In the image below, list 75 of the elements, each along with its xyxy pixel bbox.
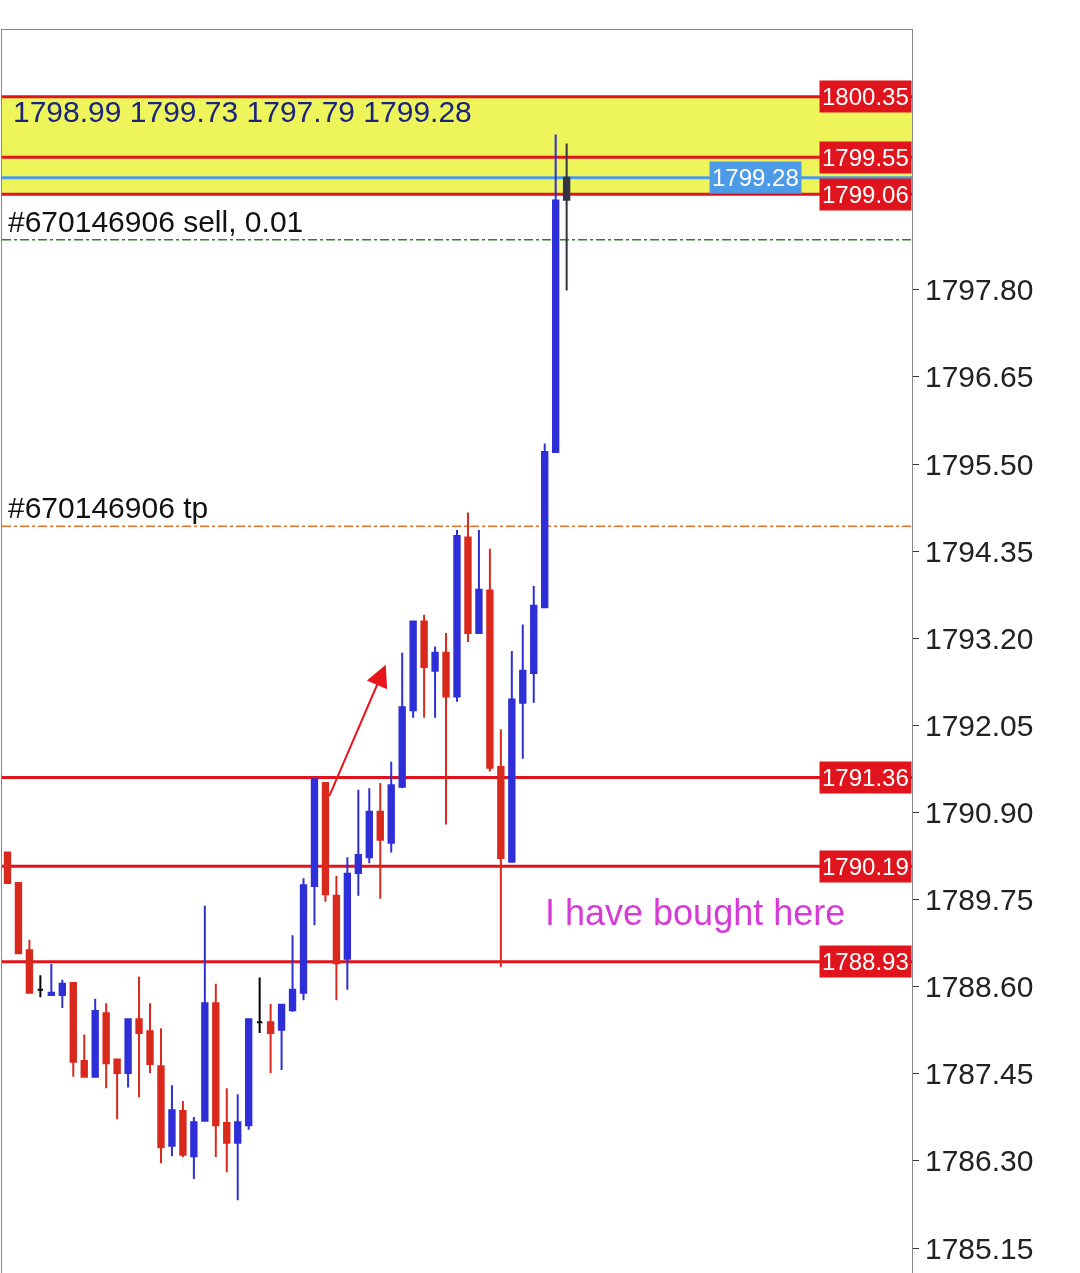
candlestick: [58, 978, 66, 1009]
y-tick-label: 1789.75: [925, 883, 1034, 917]
candlestick: [551, 133, 560, 453]
candlestick: [80, 1033, 88, 1078]
candlestick: [266, 1003, 275, 1075]
ref-line-label: 1788.93: [822, 948, 909, 975]
candlestick: [113, 1058, 121, 1121]
ref-line-label: 1799.06: [822, 181, 909, 208]
candlestick: [212, 982, 220, 1159]
candlestick: [157, 1027, 165, 1165]
candlestick: [234, 1093, 242, 1202]
candlestick: [299, 877, 308, 1002]
candlestick: [332, 875, 341, 1002]
candlestick: [14, 881, 23, 955]
candlestick: [530, 584, 538, 704]
candlestick: [321, 781, 330, 903]
candlestick: [277, 1003, 286, 1071]
candlestick: [36, 974, 45, 999]
y-tick-label: 1794.35: [925, 534, 1034, 568]
candlestick: [519, 623, 527, 760]
candlestick: [365, 787, 373, 865]
ref-line-label: 1799.28: [712, 164, 799, 191]
y-tick-label: 1797.80: [925, 273, 1034, 307]
candlestick: [453, 528, 461, 703]
candlestick: [310, 778, 319, 927]
y-tick-label: 1795.50: [925, 447, 1034, 481]
candlestick: [135, 975, 143, 1099]
ref-line-label: #670146906 tp: [8, 491, 209, 524]
candlestick: [124, 1018, 132, 1089]
candlestick: [343, 856, 352, 991]
candlestick: [69, 981, 77, 1078]
ref-line-label: 1791.36: [822, 764, 909, 791]
candlestick: [168, 1084, 176, 1158]
candlestick: [201, 904, 209, 1122]
candlestick: [442, 631, 450, 826]
y-tick-label: 1793.20: [925, 621, 1034, 655]
candlestick: [190, 1115, 198, 1181]
candlestick: [541, 442, 549, 609]
candlestick: [431, 645, 439, 719]
ref-line-label: #670146906 sell, 0.01: [8, 205, 304, 238]
candlestick: [245, 1018, 253, 1131]
candlestick: [475, 528, 483, 634]
candlestick: [562, 142, 571, 292]
y-tick-label: 1788.60: [925, 970, 1034, 1004]
candlestick: [255, 976, 264, 1034]
ref-line-label: 1790.19: [822, 853, 909, 880]
candlestick: [497, 728, 505, 968]
candlestick: [146, 1002, 154, 1075]
ref-line-label: 1800.35: [822, 83, 909, 110]
annotation: I have bought here: [545, 892, 846, 933]
candlestick: [387, 760, 395, 854]
candlestick: [179, 1100, 187, 1159]
candlestick: [25, 938, 34, 994]
y-tick-label: 1786.30: [925, 1144, 1034, 1178]
candlestick: [464, 511, 472, 644]
annotation: 1798.99 1799.73 1797.79 1799.28: [13, 95, 472, 128]
y-tick-label: 1792.05: [925, 708, 1034, 742]
y-tick-label: 1790.90: [925, 795, 1034, 829]
candlestick: [102, 1002, 110, 1090]
candlestick: [420, 613, 428, 719]
candlestick: [3, 850, 12, 884]
candlestick: [398, 651, 406, 790]
candlestick: [508, 650, 516, 863]
candlestick: [409, 620, 417, 719]
candlestick: [47, 962, 56, 997]
candlestick: [354, 788, 363, 897]
candlestick: [288, 934, 297, 1013]
candlestick: [376, 781, 384, 900]
candlestick: [91, 997, 99, 1078]
candlestick: [223, 1087, 231, 1174]
y-tick-label: 1785.15: [925, 1231, 1034, 1265]
y-tick-label: 1796.65: [925, 360, 1034, 394]
candlestick: [486, 547, 494, 773]
y-tick-label: 1787.45: [925, 1057, 1034, 1091]
ref-line-label: 1799.55: [822, 144, 909, 171]
